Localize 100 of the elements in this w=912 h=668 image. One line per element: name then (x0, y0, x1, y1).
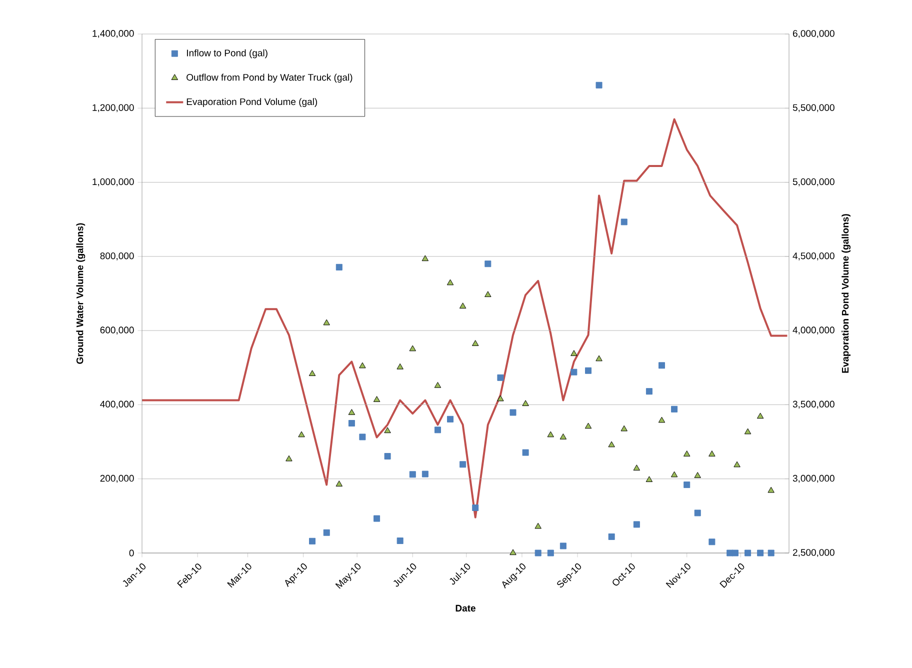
point (497, 374, 504, 381)
legend-label: Inflow to Pond (gal) (187, 49, 268, 58)
point (633, 521, 640, 528)
point (756, 412, 764, 419)
point (298, 431, 305, 438)
point (308, 370, 316, 376)
point (374, 515, 380, 522)
point (757, 550, 764, 556)
point (422, 255, 429, 262)
point (396, 538, 404, 544)
point (323, 529, 330, 536)
point (309, 538, 316, 544)
y-axis-title: Ground Water Volume (gallons) (76, 223, 86, 364)
point (646, 476, 653, 482)
y2-tick-label: 3,500,000 (792, 400, 834, 409)
y-tick-label: 1,000,000 (92, 178, 134, 186)
y2-tick-label: 2,500,000 (793, 549, 834, 557)
point (585, 367, 592, 374)
point (744, 550, 752, 556)
point (620, 425, 628, 432)
point (348, 420, 355, 426)
point (570, 350, 578, 356)
point (323, 319, 330, 326)
point (434, 426, 441, 434)
point (684, 482, 690, 488)
point (726, 550, 734, 556)
point (522, 449, 529, 456)
point (584, 422, 592, 429)
point (560, 542, 566, 550)
point (348, 409, 356, 415)
point (472, 504, 479, 512)
point (286, 455, 292, 462)
point (459, 302, 466, 309)
point (484, 260, 492, 268)
point (460, 461, 466, 468)
point (396, 363, 404, 370)
point (446, 279, 454, 286)
point (336, 480, 343, 486)
point (608, 441, 615, 448)
y2-tick-label: 5,000,000 (792, 178, 834, 186)
point (359, 434, 366, 440)
y-tick-label: 1,400,000 (92, 30, 134, 38)
point (373, 396, 380, 402)
point (658, 416, 666, 423)
point (768, 550, 774, 556)
point (534, 522, 542, 529)
y2-tick-label: 6,000,000 (793, 30, 834, 38)
point (732, 550, 738, 556)
y2-tick-label: 3,000,000 (792, 474, 834, 483)
point (670, 471, 678, 478)
point (547, 550, 554, 556)
point (359, 362, 366, 368)
point (447, 416, 454, 422)
point (694, 510, 701, 516)
point (336, 264, 342, 270)
y-tick-label: 800,000 (100, 252, 134, 260)
y-tick-label: 200,000 (100, 474, 134, 483)
point (768, 486, 774, 493)
line-series (142, 118, 788, 518)
y2-tick-label: 4,000,000 (792, 326, 834, 334)
point (534, 550, 542, 556)
point (510, 409, 516, 416)
point (560, 433, 567, 440)
y-tick-label: 400,000 (100, 400, 134, 409)
point (384, 427, 391, 434)
y-tick-label: 600,000 (100, 326, 134, 334)
point (434, 382, 442, 388)
legend-label: Evaporation Pond Volume (gal) (186, 98, 318, 107)
y-tick-label: 0 (129, 550, 134, 556)
point (484, 291, 492, 298)
point (522, 400, 529, 406)
point (409, 471, 416, 478)
y2-tick-label: 5,500,000 (792, 104, 834, 112)
point (422, 470, 428, 478)
point (570, 368, 578, 376)
point (384, 452, 391, 460)
point (547, 431, 554, 438)
legend-label: Outflow from Pond by Water Truck (gal) (186, 74, 352, 83)
point (497, 395, 504, 402)
point (694, 472, 701, 478)
point (596, 355, 602, 362)
point (708, 450, 716, 456)
point (734, 461, 740, 468)
point (596, 82, 602, 88)
point (658, 362, 666, 369)
point (744, 428, 752, 434)
point (671, 406, 678, 412)
y-tick-label: 1,200,000 (92, 104, 134, 112)
point (472, 340, 479, 346)
y2-tick-label: 4,500,000 (792, 252, 834, 260)
point (620, 218, 628, 226)
y2-axis-title: Evaporation Pond Volume (gallons) (842, 214, 851, 373)
point (708, 538, 716, 546)
x-axis-title: Date (456, 604, 476, 612)
point (683, 450, 690, 456)
point (409, 345, 416, 352)
point (510, 549, 516, 556)
point (646, 388, 652, 395)
point (633, 464, 640, 471)
point (608, 533, 615, 540)
